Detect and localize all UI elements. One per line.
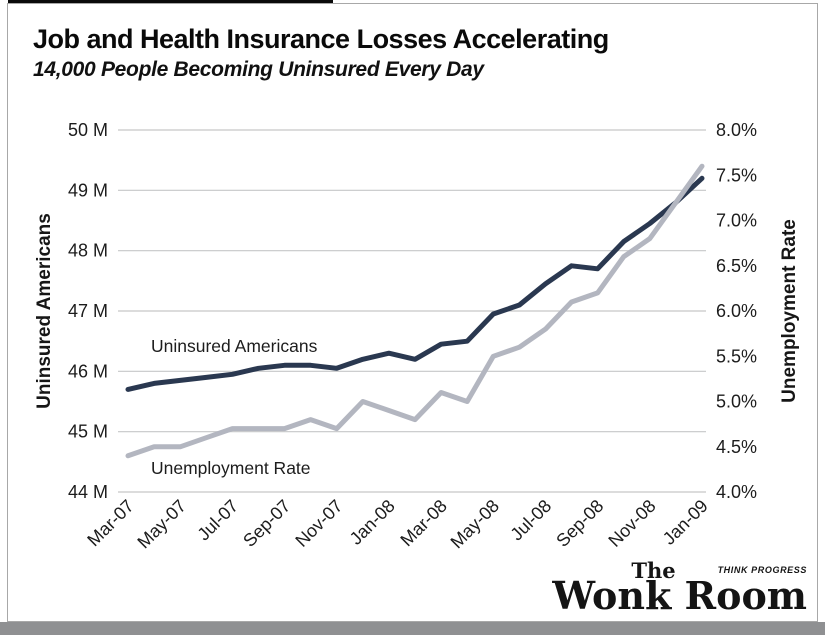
x-axis-tick-label: Sep-08	[552, 496, 607, 551]
left-axis-tick-label: 44 M	[68, 482, 108, 502]
chart-frame	[7, 3, 818, 622]
think-progress-wordmark: THINK PROGRESS	[717, 565, 807, 576]
x-axis-tick-label: May-08	[447, 496, 504, 553]
left-axis-tick-label: 45 M	[68, 422, 108, 442]
right-axis-tick-label: 4.0%	[716, 482, 757, 502]
right-axis-tick-label: 8.0%	[716, 120, 757, 140]
wonk-room-logo: The THINK PROGRESS Wonk Room	[552, 560, 807, 618]
right-axis-title: Unemployment Rate	[779, 219, 800, 403]
x-axis-tick-label: Nov-07	[291, 496, 346, 551]
x-axis-tick-label: Jan-08	[346, 496, 399, 549]
chart-title: Job and Health Insurance Losses Accelera…	[33, 24, 609, 54]
right-axis-tick-label: 5.5%	[716, 346, 757, 366]
right-axis-tick-label: 5.0%	[716, 392, 757, 412]
x-axis-tick-label: Mar-08	[396, 496, 450, 550]
logo-top-row: The THINK PROGRESS	[552, 560, 807, 581]
left-axis-tick-label: 50 M	[68, 120, 108, 140]
right-axis-tick-label: 6.0%	[716, 301, 757, 321]
right-axis-tick-label: 4.5%	[716, 437, 757, 457]
unemployment-rate-line	[125, 163, 705, 459]
uninsured-americans-line	[125, 175, 705, 392]
logo-wonk-room-text: Wonk Room	[552, 573, 807, 619]
series-label-annotation: Uninsured Americans	[151, 336, 318, 356]
right-axis-tick-label: 7.5%	[716, 165, 757, 185]
x-axis-tick-label: Jan-09	[659, 496, 712, 549]
chart-subtitle: 14,000 People Becoming Uninsured Every D…	[33, 58, 484, 81]
x-axis-tick-label: Jul-08	[506, 496, 555, 545]
x-axis-tick-label: Jul-07	[193, 496, 242, 545]
left-axis-tick-label: 48 M	[68, 241, 108, 261]
x-axis-tick-label: Sep-07	[239, 496, 294, 551]
right-axis-tick-label: 6.5%	[716, 256, 757, 276]
logo-the-text: The	[631, 558, 676, 584]
left-axis-tick-label: 46 M	[68, 361, 108, 381]
x-axis-tick-label: Mar-07	[83, 496, 137, 550]
bottom-gray-bar	[0, 622, 825, 635]
series-label-annotation: Unemployment Rate	[151, 458, 311, 478]
top-black-bar	[8, 0, 333, 5]
left-axis-tick-label: 47 M	[68, 301, 108, 321]
x-axis-tick-label: Nov-08	[604, 496, 659, 551]
left-axis-tick-label: 49 M	[68, 180, 108, 200]
x-axis-tick-label: May-07	[133, 496, 190, 553]
right-axis-tick-label: 7.0%	[716, 211, 757, 231]
left-axis-title: Uninsured Americans	[34, 213, 55, 409]
